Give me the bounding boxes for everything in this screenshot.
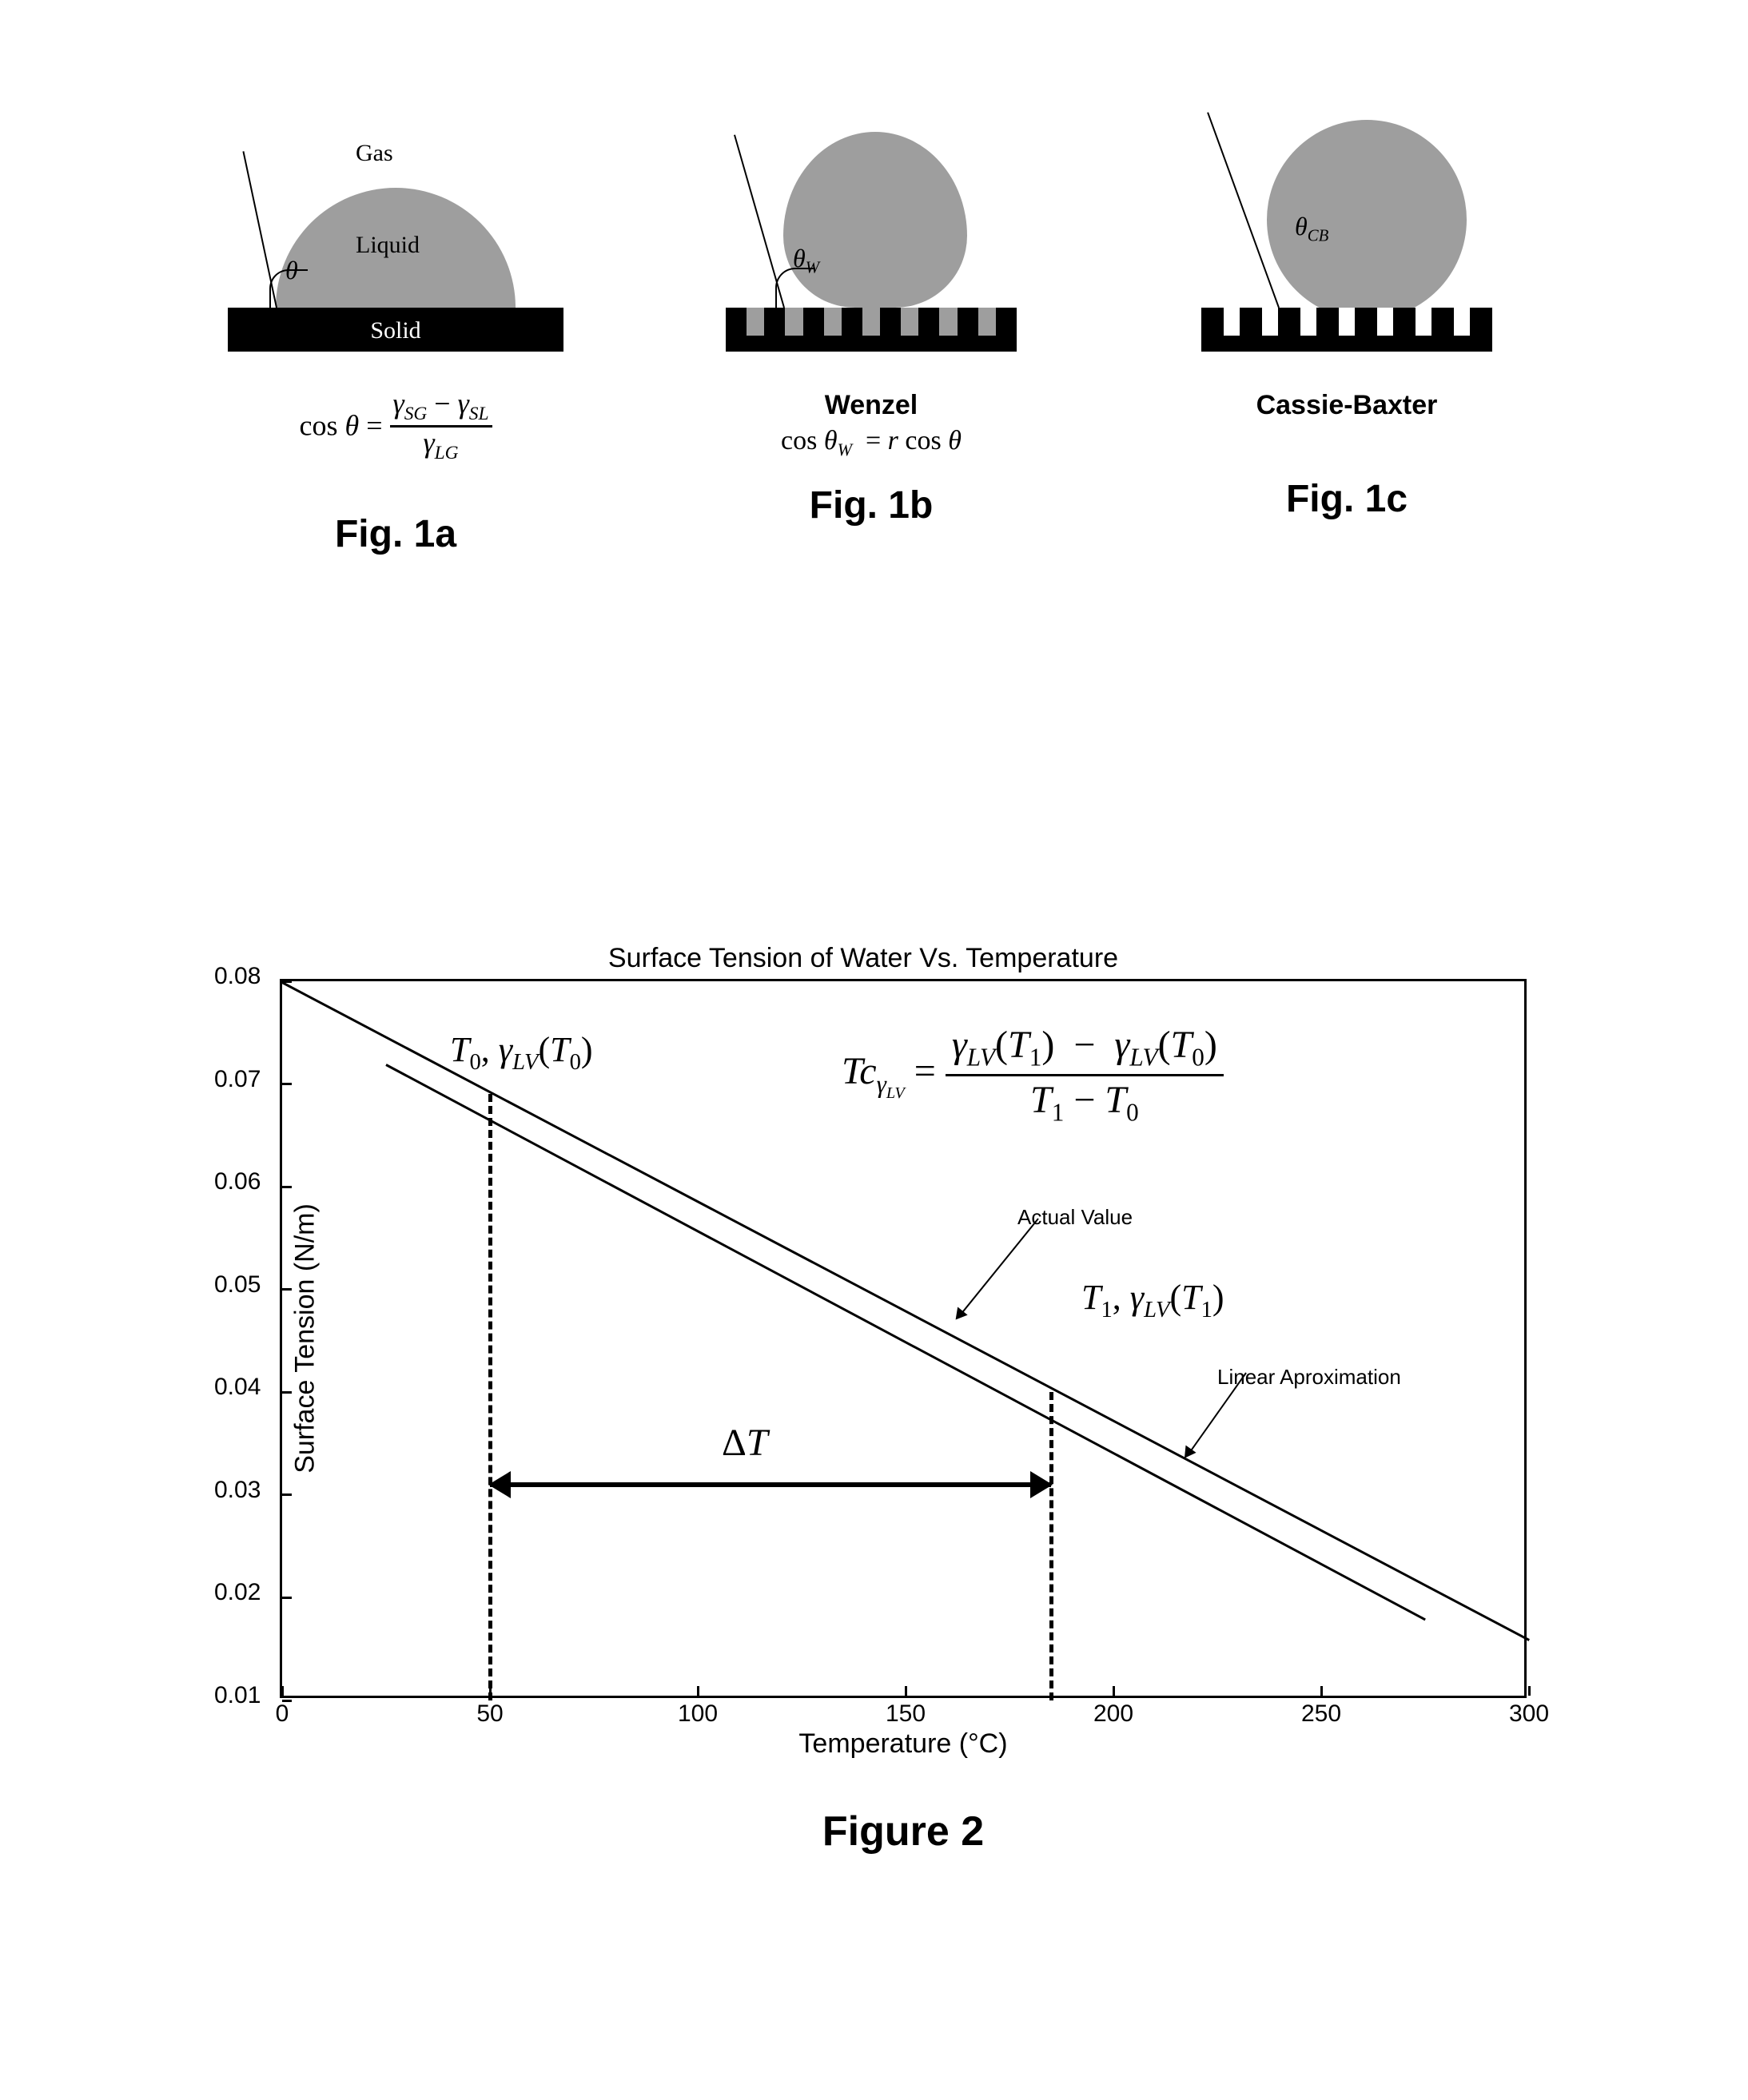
chart-line	[385, 1064, 1425, 1621]
diagram-1a: Gas Liquid θ Solid	[228, 160, 563, 384]
caption-1b: Fig. 1b	[810, 483, 934, 527]
linear-approx-label: Linear Aproximation	[1217, 1365, 1401, 1390]
figure-1b: θW Wenzel cos θW	[667, 160, 1075, 679]
caption-1a: Fig. 1a	[335, 512, 456, 556]
x-tick: 0	[276, 1700, 289, 1728]
actual-value-label: Actual Value	[1017, 1205, 1133, 1230]
theta-label-1a: θ	[285, 256, 298, 285]
wenzel-teeth	[726, 308, 1017, 336]
cassie-surface	[1201, 308, 1492, 352]
cassie-teeth	[1201, 308, 1492, 336]
y-tick: 0.05	[214, 1271, 261, 1299]
figure-2: Surface Tension of Water Vs. Temperature…	[144, 943, 1583, 1902]
y-tick: 0.04	[214, 1374, 261, 1401]
diagram-1b: θW	[703, 160, 1039, 384]
x-tick: 200	[1093, 1700, 1133, 1728]
y-tick: 0.06	[214, 1168, 261, 1195]
y-tick: 0.07	[214, 1066, 261, 1093]
dashed-marker	[488, 1094, 492, 1700]
figure-1a: Gas Liquid θ Solid cos θ = γSG − γSL γLG…	[192, 160, 599, 679]
x-axis-label: Temperature (°C)	[798, 1728, 1007, 1760]
equation-1b: cos θW = r cos θ	[781, 426, 962, 459]
theta-label-1b: θW	[793, 244, 819, 277]
y-axis-label: Surface Tension (N/m)	[289, 1203, 321, 1474]
deltaT-label: ΔT	[722, 1421, 768, 1465]
figure-1-row: Gas Liquid θ Solid cos θ = γSG − γSL γLG…	[192, 160, 1551, 679]
y-tick: 0.02	[214, 1579, 261, 1606]
equation-1a: cos θ = γSG − γSL γLG	[300, 388, 492, 464]
x-tick: 300	[1509, 1700, 1549, 1728]
y-tick: 0.08	[214, 963, 261, 990]
liquid-label: Liquid	[356, 232, 420, 259]
tc-equation: TcγLV = γLV(T1) − γLV(T0) T1 − T0	[842, 1021, 1224, 1128]
solid-label: Solid	[370, 317, 420, 344]
model-name-1b: Wenzel	[825, 390, 918, 421]
x-tick: 50	[476, 1700, 503, 1728]
y-tick: 0.03	[214, 1477, 261, 1504]
diagram-1c: θCB	[1179, 160, 1515, 384]
T0-annotation: T0, γLV(T0)	[450, 1029, 593, 1076]
T1-annotation: T1, γLV(T1)	[1081, 1277, 1224, 1323]
model-name-1c: Cassie-Baxter	[1256, 390, 1438, 421]
plot-area: Surface Tension (N/m) Temperature (°C) T…	[280, 979, 1527, 1698]
theta-label-1c: θCB	[1295, 212, 1328, 245]
y-tick: 0.01	[214, 1682, 261, 1709]
deltaT-arrow	[490, 1482, 1051, 1487]
caption-2: Figure 2	[822, 1808, 984, 1855]
wenzel-surface	[726, 308, 1017, 352]
solid-slab-1a: Solid	[228, 308, 563, 352]
gas-label: Gas	[356, 140, 393, 167]
page: Gas Liquid θ Solid cos θ = γSG − γSL γLG…	[0, 0, 1748, 2100]
x-tick: 250	[1301, 1700, 1341, 1728]
chart-title: Surface Tension of Water Vs. Temperature	[144, 943, 1583, 974]
dashed-marker	[1049, 1392, 1053, 1700]
figure-1c: θCB Cassie-Baxter Fig. 1c	[1143, 160, 1551, 679]
caption-1c: Fig. 1c	[1286, 477, 1408, 521]
x-tick: 100	[678, 1700, 718, 1728]
x-tick: 150	[886, 1700, 926, 1728]
